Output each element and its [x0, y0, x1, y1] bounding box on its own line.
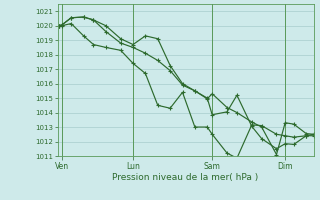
- X-axis label: Pression niveau de la mer( hPa ): Pression niveau de la mer( hPa ): [112, 173, 259, 182]
